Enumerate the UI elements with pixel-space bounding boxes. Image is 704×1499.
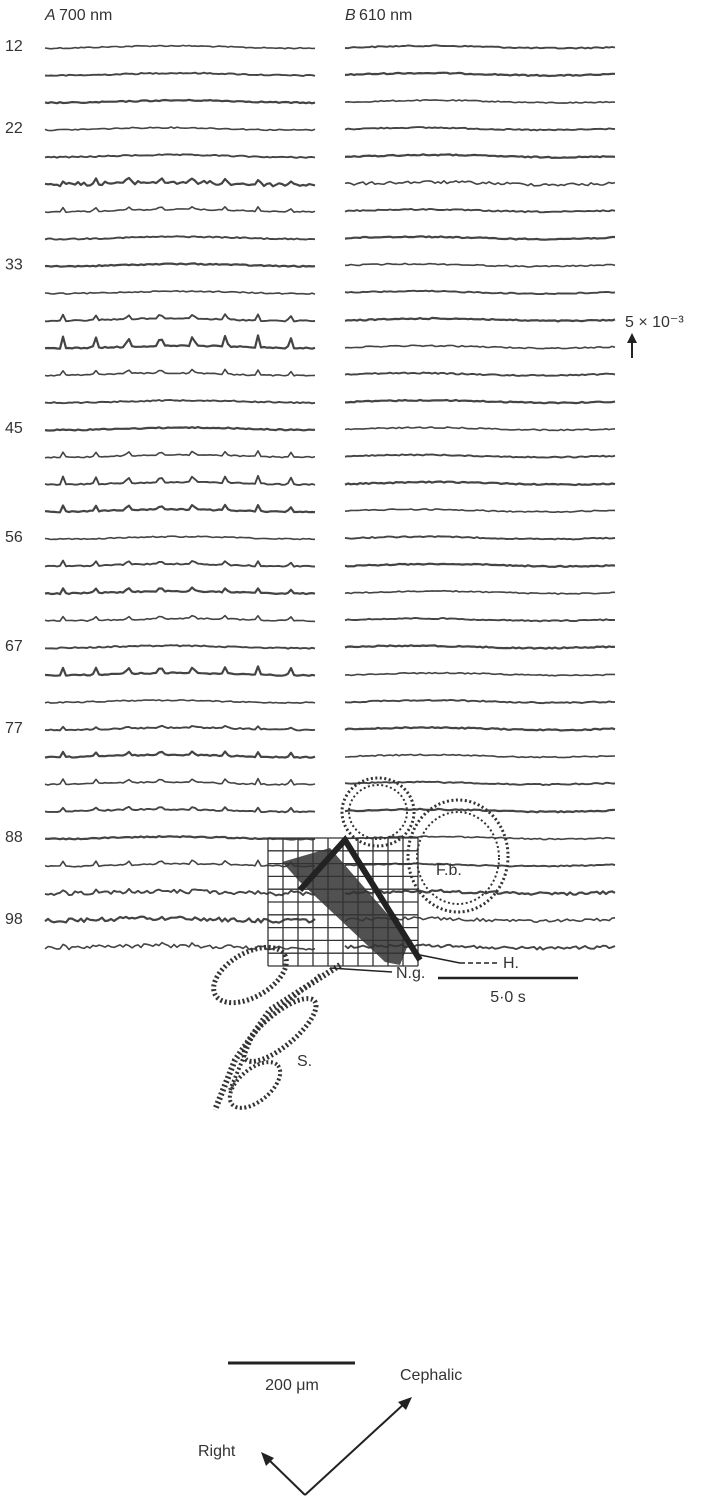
trace: [44, 724, 316, 732]
map-label: N.g.: [396, 965, 425, 982]
row-label: 56: [5, 529, 23, 546]
trace: [344, 371, 616, 377]
trace: [44, 474, 316, 486]
row-label: 67: [5, 638, 23, 655]
trace: [344, 71, 615, 78]
trace: [344, 316, 616, 323]
trace: [44, 586, 316, 596]
trace: [44, 290, 316, 295]
trace: [344, 480, 616, 487]
trace: [44, 859, 315, 868]
row-label: 98: [5, 911, 23, 928]
trace: [44, 559, 316, 568]
row-label: 45: [5, 420, 23, 437]
trace: [344, 126, 616, 132]
trace: [44, 644, 316, 650]
trace: [44, 334, 316, 350]
trace: [44, 805, 316, 814]
trace: [44, 98, 316, 105]
trace: [344, 99, 616, 104]
trace: [44, 71, 316, 77]
trace: [44, 44, 316, 50]
trace: [44, 426, 315, 432]
trace: [344, 862, 616, 868]
trace: [44, 665, 316, 677]
trace: [344, 344, 616, 350]
trace: [44, 153, 316, 159]
trace: [344, 153, 616, 159]
trace: [344, 535, 616, 541]
trace: [44, 614, 316, 623]
trace: [344, 671, 615, 677]
trace: [344, 589, 615, 595]
trace: [344, 426, 616, 432]
trace: [344, 44, 616, 50]
panel-letter: A: [44, 7, 56, 24]
map-label: H.: [503, 955, 519, 972]
orientation-label: Right: [198, 1443, 236, 1460]
map-label: S.: [297, 1053, 312, 1070]
trace: [344, 726, 616, 732]
panel-wavelength: 700 nm: [59, 7, 112, 24]
trace: [344, 562, 616, 568]
row-labels: 12 22 33 45 56 67 77 88 98: [5, 38, 23, 928]
trace: [344, 780, 615, 787]
row-label: 22: [5, 120, 23, 137]
trace: [44, 699, 316, 704]
row-label: 12: [5, 38, 23, 55]
trace: [44, 750, 316, 759]
trace: [345, 398, 616, 405]
trace: [44, 206, 316, 214]
trace: [344, 235, 615, 241]
trace: [44, 535, 315, 541]
trace: [344, 698, 616, 705]
trace: [344, 888, 616, 896]
orientation-arrows: [261, 1397, 412, 1496]
trace: [44, 368, 316, 377]
trace: [44, 777, 316, 786]
panel-wavelength: 610 nm: [359, 7, 412, 24]
amplitude-scale-label: 5 × 10⁻³: [625, 314, 684, 331]
trace: [344, 453, 616, 459]
trace: [44, 235, 316, 241]
trace: [44, 262, 316, 268]
trace: [44, 450, 316, 459]
trace: [44, 915, 316, 924]
trace: [44, 399, 316, 405]
trace: [344, 180, 616, 187]
trace: [44, 887, 315, 897]
trace: [344, 508, 615, 513]
trace: [45, 313, 316, 323]
trace: [344, 207, 616, 214]
anatomy-map: [211, 776, 510, 1112]
trace: [44, 176, 316, 188]
traces: [44, 44, 616, 951]
time-scale-label: 5·0 s: [490, 989, 526, 1006]
map-label: F.b.: [436, 862, 462, 879]
trace: [344, 644, 616, 650]
trace: [344, 289, 616, 296]
trace: [44, 126, 316, 132]
row-label: 77: [5, 720, 23, 737]
row-label: 33: [5, 256, 23, 273]
trace: [344, 753, 616, 759]
trace: [44, 503, 316, 514]
trace: [344, 617, 616, 623]
trace: [344, 807, 616, 814]
panel-letter: B: [345, 7, 356, 24]
orientation-label: Cephalic: [400, 1367, 462, 1384]
length-scale-label: 200 μm: [265, 1377, 319, 1394]
amplitude-arrow: [627, 333, 637, 358]
trace: [345, 262, 616, 268]
row-label: 88: [5, 829, 23, 846]
